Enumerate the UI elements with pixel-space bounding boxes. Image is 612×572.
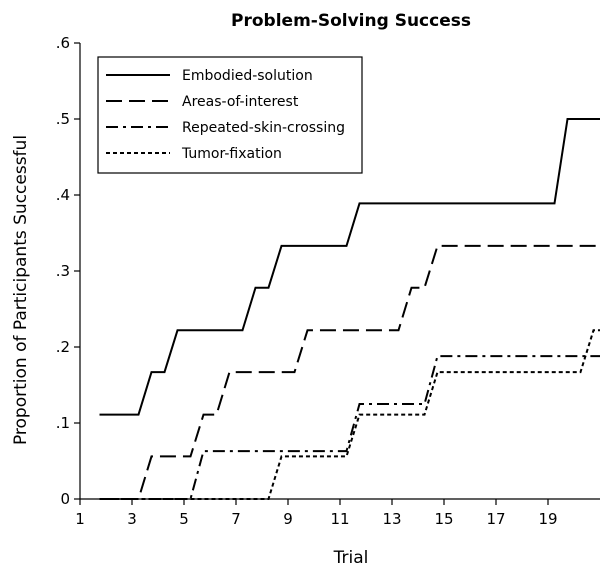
x-tick-label: 7 <box>231 510 241 528</box>
x-tick-label: 11 <box>330 510 349 528</box>
legend: Embodied-solution Areas-of-interest Repeat… <box>97 56 363 174</box>
legend-label: Repeated-skin-crossing <box>182 120 345 136</box>
y-tick-label: .4 <box>56 186 70 204</box>
y-tick-label: .3 <box>56 262 70 280</box>
y-axis-label: Proportion of Participants Successful <box>11 135 31 445</box>
x-tick-label: 15 <box>434 510 453 528</box>
series-line-embodied-solution <box>99 118 600 416</box>
x-axis-label: Trial <box>333 548 369 568</box>
series-line-repeated-skin-crossing <box>99 355 600 500</box>
x-axis-ticks: 1 3 5 7 9 11 13 15 17 19 <box>75 499 558 528</box>
x-tick-label: 17 <box>486 510 505 528</box>
x-tick-label: 1 <box>75 510 85 528</box>
series-line-areas-of-interest <box>99 244 600 500</box>
y-tick-label: 0 <box>60 490 70 508</box>
x-tick-label: 13 <box>382 510 401 528</box>
y-tick-label: .2 <box>56 338 70 356</box>
y-tick-label: .1 <box>56 414 70 432</box>
legend-label: Areas-of-interest <box>182 94 299 110</box>
legend-label: Tumor-fixation <box>181 146 282 162</box>
x-tick-label: 9 <box>283 510 293 528</box>
legend-box <box>97 56 363 174</box>
series-line-tumor-fixation <box>99 329 600 500</box>
series-lines <box>99 118 600 500</box>
chart-title: Problem-Solving Success <box>231 11 471 31</box>
y-tick-label: .6 <box>56 34 70 52</box>
y-tick-label: .5 <box>56 110 70 128</box>
x-tick-label: 19 <box>538 510 557 528</box>
x-tick-label: 3 <box>127 510 137 528</box>
legend-label: Embodied-solution <box>182 68 313 84</box>
x-tick-label: 5 <box>179 510 189 528</box>
y-axis-ticks: 0 .1 .2 .3 .4 .5 .6 <box>56 34 80 508</box>
